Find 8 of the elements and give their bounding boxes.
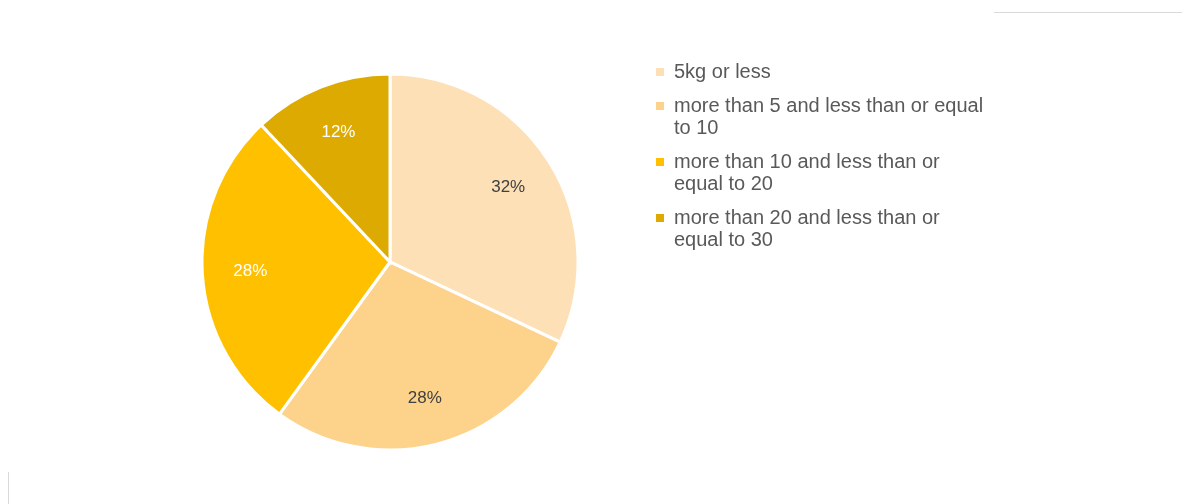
data-label: 12% <box>321 121 356 141</box>
data-label: 28% <box>407 387 442 407</box>
legend-label: 5kg or less <box>674 60 771 82</box>
legend-label: more than 20 and less than or equal to 30 <box>674 206 941 250</box>
data-label: 32% <box>491 176 526 196</box>
legend-label: more than 10 and less than or equal to 20 <box>674 150 941 194</box>
data-label: 28% <box>233 260 268 280</box>
legend-label: more than 5 and less than or equal to 10 <box>674 94 984 138</box>
